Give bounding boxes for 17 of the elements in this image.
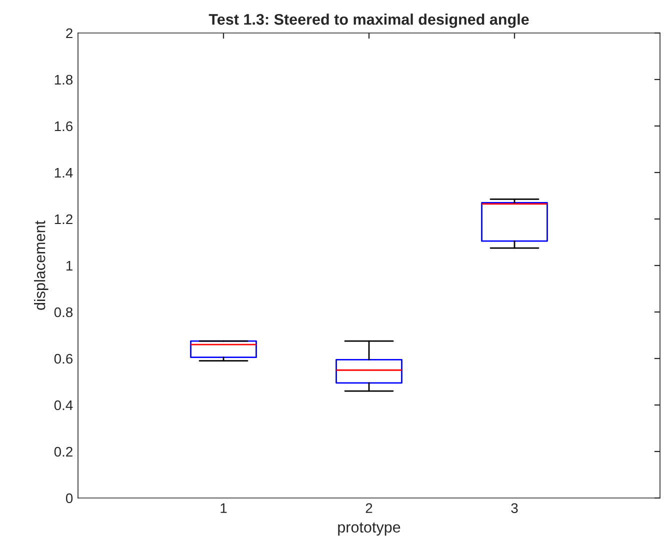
- y-tick-label: 1.6: [54, 121, 73, 132]
- y-tick-label: 1.4: [54, 168, 73, 178]
- x-tick-label: 2: [366, 503, 372, 513]
- x-tick-label: 1: [220, 503, 227, 513]
- chart-title: Test 1.3: Steered to maximal designed angle: [208, 14, 529, 28]
- y-tick-label: 0.4: [54, 400, 73, 410]
- y-tick-label: 1: [66, 260, 72, 271]
- y-tick-label: 0.2: [54, 446, 72, 457]
- y-tick-label: 2: [66, 28, 72, 38]
- y-tick-label: 1.2: [54, 214, 72, 224]
- x-tick-label: 3: [511, 503, 518, 514]
- y-tick-label: 0.6: [54, 354, 73, 364]
- y-axis-title: displacement: [34, 220, 48, 310]
- x-axis-title: prototype: [338, 522, 400, 536]
- y-tick-label: 0.8: [54, 307, 73, 318]
- y-tick-label: 0: [66, 493, 73, 504]
- y-tick-label: 1.8: [54, 74, 73, 85]
